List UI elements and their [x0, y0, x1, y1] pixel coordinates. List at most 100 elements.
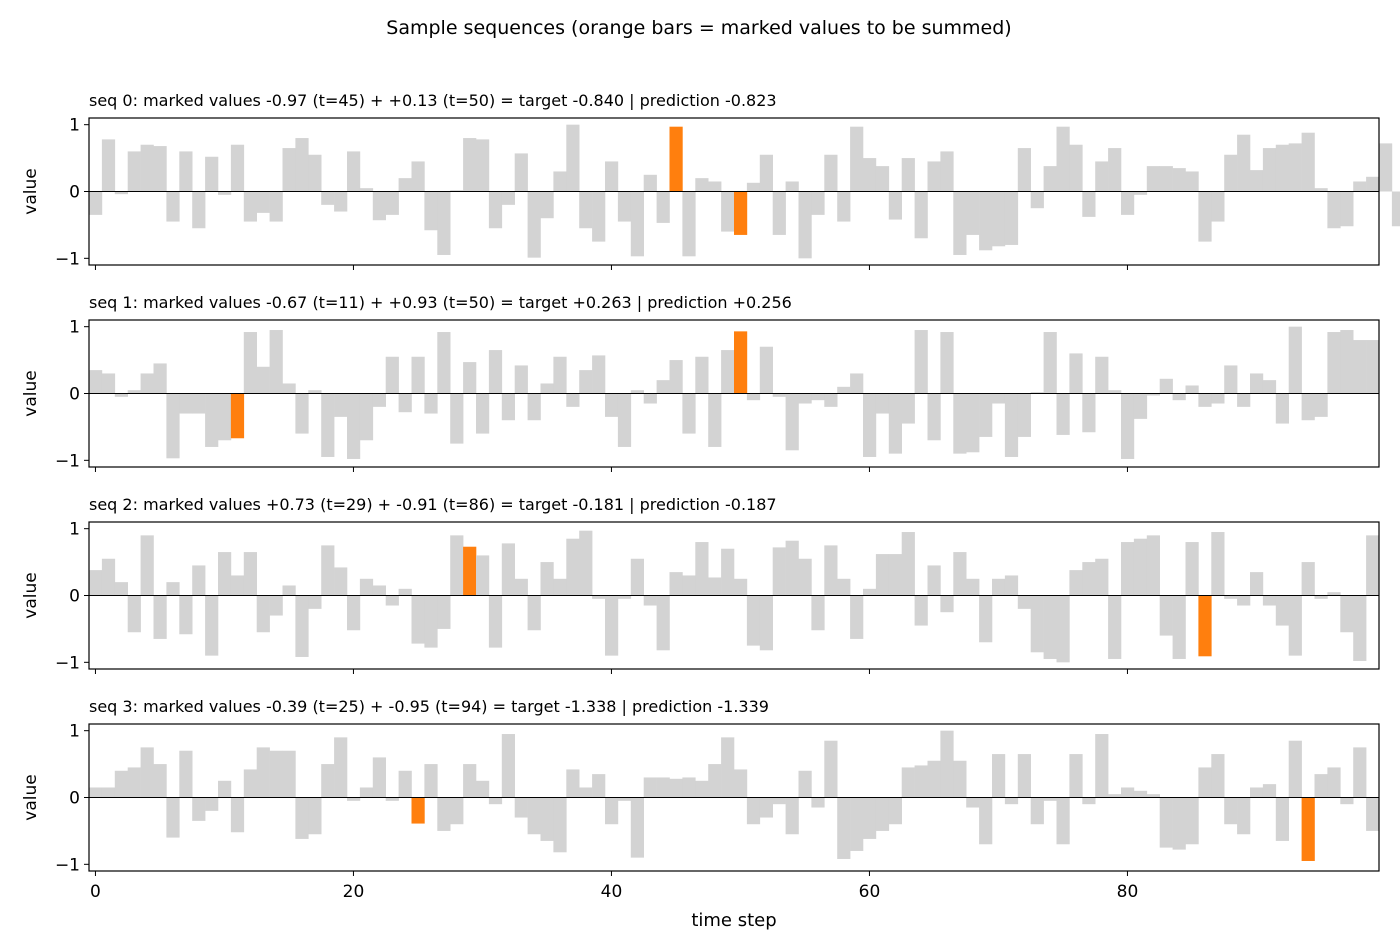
- bar: [1017, 595, 1031, 609]
- y-axis-label: value: [21, 168, 41, 214]
- bar: [953, 393, 967, 454]
- bar: [218, 393, 232, 441]
- bar: [1095, 356, 1109, 394]
- bar: [592, 191, 606, 242]
- bar: [1017, 393, 1031, 437]
- bar: [269, 330, 283, 394]
- bar: [811, 191, 825, 215]
- bar: [914, 191, 928, 239]
- bar: [695, 356, 709, 394]
- bar: [463, 138, 477, 192]
- bar: [1288, 740, 1302, 798]
- bar: [1056, 595, 1070, 663]
- bar: [230, 144, 245, 192]
- bar: [875, 166, 890, 192]
- bar: [501, 734, 515, 798]
- marked-bar: [411, 797, 425, 824]
- bar: [1121, 191, 1135, 215]
- bar: [308, 154, 322, 192]
- bar: [811, 393, 825, 401]
- subplot-seq-1: seq 1: marked values -0.67 (t=11) + +0.9…: [21, 293, 1380, 472]
- bar: [914, 765, 928, 798]
- bar: [1133, 538, 1148, 596]
- bar: [114, 770, 128, 798]
- bar: [811, 797, 825, 808]
- bar: [101, 558, 116, 596]
- bar: [166, 582, 180, 596]
- bar: [592, 774, 606, 798]
- bar: [127, 151, 141, 192]
- bar: [1043, 797, 1057, 801]
- bar: [295, 797, 309, 839]
- y-tick-label: 0: [69, 183, 80, 203]
- bar: [759, 595, 773, 651]
- bar: [205, 797, 219, 811]
- bar: [476, 780, 490, 798]
- bar: [89, 787, 103, 798]
- bar: [1353, 747, 1367, 798]
- bar: [256, 747, 270, 798]
- bar: [630, 558, 644, 596]
- bar: [643, 777, 657, 798]
- bar: [1095, 558, 1109, 596]
- bar: [1056, 393, 1070, 435]
- bar: [695, 780, 709, 798]
- bar: [1133, 393, 1148, 419]
- bar: [1121, 542, 1135, 596]
- bar: [1353, 595, 1367, 661]
- bar: [1288, 595, 1302, 656]
- y-tick-label: 1: [69, 116, 80, 136]
- bar: [875, 797, 890, 831]
- marked-bar: [463, 546, 477, 596]
- bar: [308, 797, 322, 835]
- bar: [1275, 797, 1289, 841]
- bar: [837, 191, 851, 222]
- marked-bar: [669, 126, 683, 192]
- bar: [450, 393, 464, 444]
- bar: [153, 764, 167, 798]
- bar: [953, 191, 967, 255]
- bar: [114, 191, 128, 195]
- bar: [218, 191, 232, 195]
- bar: [514, 797, 528, 818]
- bar: [140, 144, 154, 192]
- bar: [282, 148, 296, 192]
- bar: [695, 542, 709, 596]
- bar: [463, 362, 477, 394]
- bar: [540, 191, 554, 219]
- bar: [579, 191, 593, 229]
- bar: [1017, 754, 1031, 798]
- bar: [1211, 754, 1225, 798]
- bar: [527, 393, 541, 421]
- bar: [1314, 393, 1328, 417]
- bar: [772, 547, 786, 596]
- y-tick-label: 0: [69, 385, 80, 405]
- y-tick-label: −1: [55, 653, 80, 673]
- bar: [269, 595, 283, 616]
- bar: [243, 332, 257, 394]
- bar: [1185, 797, 1199, 845]
- bar: [798, 393, 812, 404]
- bar: [424, 595, 438, 648]
- bar: [992, 578, 1006, 596]
- bar: [1224, 154, 1238, 192]
- marked-bar: [1301, 797, 1315, 861]
- bar: [1082, 797, 1096, 805]
- bar: [1211, 393, 1225, 404]
- subplot-title: seq 2: marked values +0.73 (t=29) + -0.9…: [89, 495, 777, 514]
- y-tick-label: 1: [69, 318, 80, 338]
- bar: [243, 191, 257, 222]
- bar: [334, 393, 348, 417]
- bar: [127, 390, 141, 394]
- marked-bar: [230, 393, 245, 439]
- bar: [1043, 332, 1057, 394]
- bar: [1314, 774, 1328, 798]
- bar: [205, 156, 219, 192]
- bar: [553, 797, 567, 853]
- bar: [1327, 332, 1341, 394]
- bar: [656, 191, 670, 223]
- bar: [1314, 595, 1328, 599]
- subplot-title: seq 0: marked values -0.97 (t=45) + +0.1…: [89, 91, 777, 110]
- bar: [1030, 392, 1044, 394]
